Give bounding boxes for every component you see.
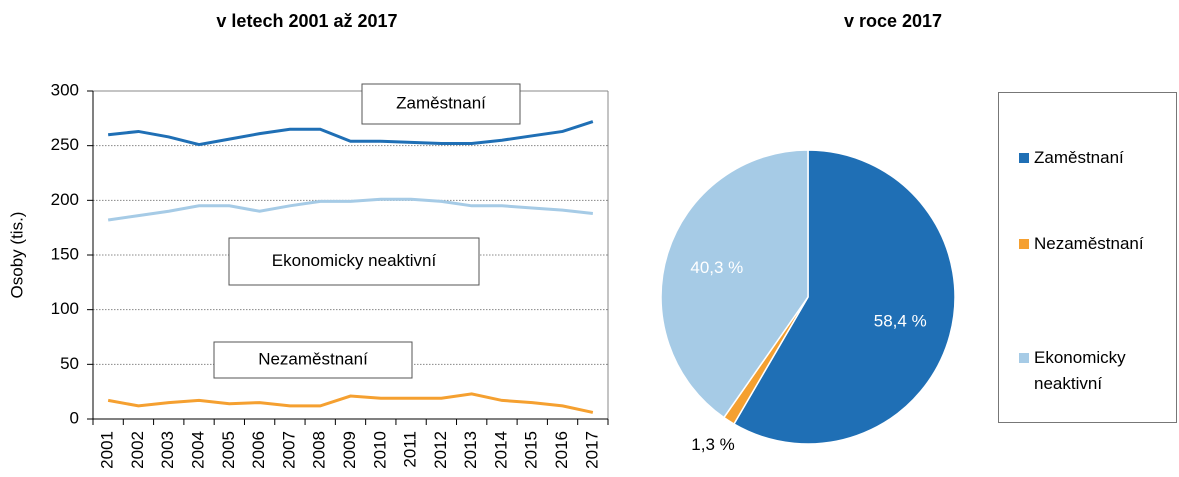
x-tick-label: 2014: [491, 431, 510, 469]
y-tick-label: 0: [70, 408, 79, 427]
x-tick-label: 2006: [249, 431, 268, 469]
x-tick-label: 2004: [189, 431, 208, 469]
legend-label: Ekonomicky neaktivní: [1034, 348, 1126, 393]
y-axis-label: Osoby (tis.): [7, 212, 26, 299]
annotation-box: [213, 341, 413, 379]
legend-swatch: [1019, 353, 1029, 363]
y-tick-label: 200: [51, 190, 79, 209]
x-tick-label: 2001: [98, 431, 117, 469]
x-tick-label: 2017: [582, 431, 601, 469]
series-line: [107, 392, 594, 414]
legend-label: Nezaměstnaní: [1034, 234, 1144, 253]
legend-item: Zaměstnaní: [1019, 145, 1169, 171]
legend-swatch: [1019, 153, 1029, 163]
legend: Zaměstnaní Nezaměstnaní Ekonomicky neaktiv…: [998, 92, 1177, 423]
x-tick-label: 2012: [431, 431, 450, 469]
x-tick-label: 2010: [370, 431, 389, 469]
pie-title: v roce 2017: [844, 11, 942, 31]
annotation: Nezaměstnaní: [258, 349, 368, 368]
series-line: [107, 120, 594, 147]
x-tick-label: 2011: [401, 431, 420, 468]
legend-item: Ekonomicky neaktivní: [1019, 345, 1169, 397]
series-line: [107, 197, 594, 222]
y-tick-label: 50: [60, 354, 79, 373]
annotation: Zaměstnaní: [396, 93, 486, 112]
data-label: 58,4 %: [874, 311, 927, 330]
x-tick-label: 2016: [552, 431, 571, 469]
data-label: 40,3 %: [690, 258, 743, 277]
annotation-box: [361, 83, 521, 125]
x-tick-label: 2015: [522, 431, 541, 469]
pie-slice: [732, 149, 956, 445]
y-tick-label: 150: [51, 244, 79, 263]
x-tick-label: 2002: [128, 431, 147, 469]
legend-label: Zaměstnaní: [1034, 148, 1124, 167]
y-tick-label: 250: [51, 135, 79, 154]
data-label: 1,3 %: [691, 435, 734, 454]
x-tick-label: 2013: [461, 431, 480, 469]
annotation-box: [228, 237, 480, 286]
x-tick-label: 2007: [279, 431, 298, 469]
x-tick-label: 2009: [340, 431, 359, 469]
line-title: v letech 2001 až 2017: [216, 11, 397, 31]
annotation: Ekonomicky neaktivní: [272, 251, 437, 270]
x-tick-label: 2008: [310, 431, 329, 469]
x-tick-label: 2003: [158, 431, 177, 469]
y-tick-label: 100: [51, 299, 79, 318]
x-tick-label: 2005: [219, 431, 238, 469]
pie-slice: [660, 149, 809, 419]
legend-item: Nezaměstnaní: [1019, 231, 1169, 257]
y-tick-label: 300: [51, 80, 79, 99]
legend-swatch: [1019, 239, 1029, 249]
